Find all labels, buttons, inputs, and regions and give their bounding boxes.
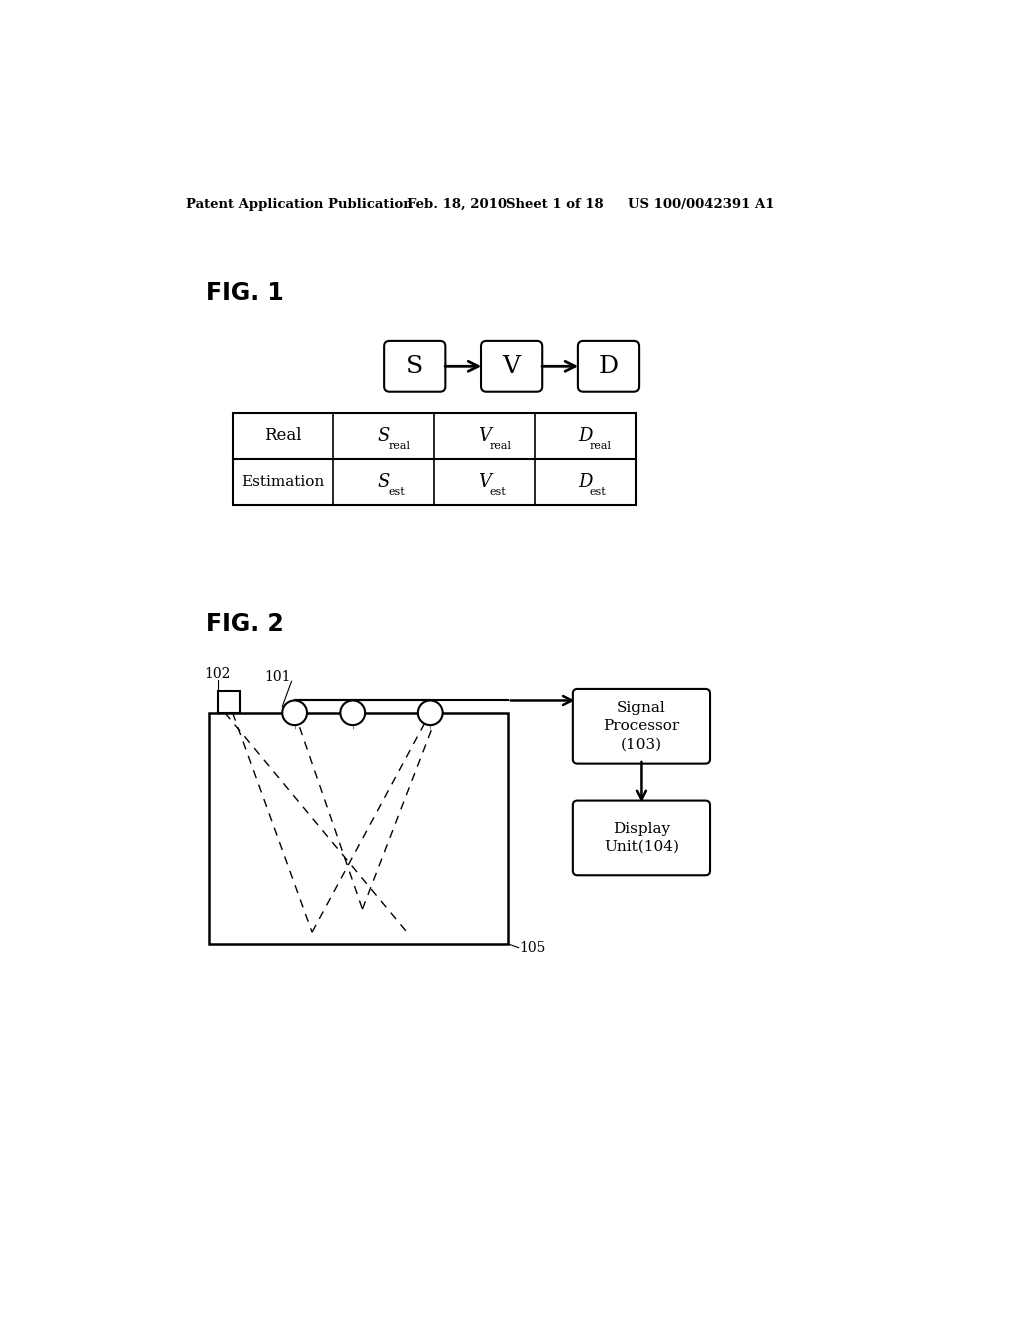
Text: 105: 105 (519, 941, 546, 954)
Text: Patent Application Publication: Patent Application Publication (186, 198, 413, 211)
Text: real: real (388, 441, 411, 451)
Circle shape (418, 701, 442, 725)
FancyBboxPatch shape (384, 341, 445, 392)
Text: S: S (407, 355, 423, 378)
Text: D: D (579, 426, 593, 445)
Text: 101: 101 (264, 671, 291, 684)
Text: FIG. 1: FIG. 1 (206, 281, 284, 305)
Text: Sheet 1 of 18: Sheet 1 of 18 (506, 198, 604, 211)
Text: D: D (598, 355, 618, 378)
Text: est: est (489, 487, 506, 498)
Text: V: V (478, 426, 490, 445)
Text: Signal
Processor
(103): Signal Processor (103) (603, 701, 680, 751)
Text: Estimation: Estimation (242, 475, 325, 488)
Text: V: V (503, 355, 520, 378)
Bar (232, 412, 636, 504)
FancyBboxPatch shape (578, 341, 639, 392)
FancyBboxPatch shape (572, 800, 710, 875)
Text: Display
Unit(104): Display Unit(104) (604, 822, 679, 854)
Text: D: D (579, 473, 593, 491)
Text: Feb. 18, 2010: Feb. 18, 2010 (407, 198, 507, 211)
Text: real: real (489, 441, 511, 451)
Text: S: S (378, 473, 390, 491)
Text: est: est (590, 487, 606, 498)
FancyBboxPatch shape (572, 689, 710, 763)
Text: S: S (378, 426, 390, 445)
Text: est: est (388, 487, 406, 498)
Text: US 100/0042391 A1: US 100/0042391 A1 (628, 198, 774, 211)
Bar (209, 713, 508, 944)
Text: V: V (478, 473, 490, 491)
Bar (218, 692, 240, 713)
Circle shape (283, 701, 307, 725)
Text: FIG. 2: FIG. 2 (206, 612, 284, 636)
Text: 102: 102 (204, 668, 230, 681)
Text: Real: Real (264, 428, 302, 444)
Text: real: real (590, 441, 612, 451)
Circle shape (340, 701, 366, 725)
FancyBboxPatch shape (481, 341, 543, 392)
